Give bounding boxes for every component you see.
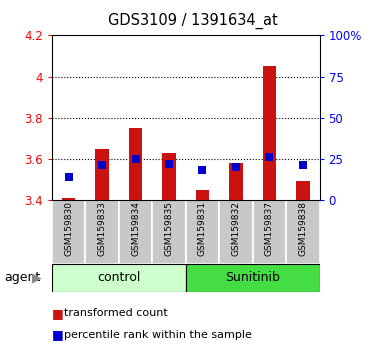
Text: GSM159831: GSM159831 bbox=[198, 201, 207, 256]
Point bbox=[99, 162, 105, 168]
Text: ■: ■ bbox=[52, 307, 64, 320]
Text: control: control bbox=[97, 272, 141, 284]
Point bbox=[132, 156, 139, 162]
Text: GSM159835: GSM159835 bbox=[164, 201, 174, 256]
Bar bbox=[162, 153, 176, 200]
Bar bbox=[219, 200, 253, 264]
Text: transformed count: transformed count bbox=[64, 308, 167, 318]
Point bbox=[266, 154, 273, 160]
Bar bbox=[286, 200, 320, 264]
Text: GDS3109 / 1391634_at: GDS3109 / 1391634_at bbox=[108, 12, 277, 29]
Text: percentile rank within the sample: percentile rank within the sample bbox=[64, 330, 251, 339]
Point bbox=[233, 164, 239, 170]
Bar bbox=[62, 198, 75, 200]
Bar bbox=[186, 200, 219, 264]
Text: agent: agent bbox=[4, 272, 40, 284]
Text: ▶: ▶ bbox=[32, 272, 41, 284]
Bar bbox=[152, 200, 186, 264]
Bar bbox=[253, 200, 286, 264]
Point bbox=[65, 174, 72, 180]
Bar bbox=[52, 200, 85, 264]
Text: GSM159832: GSM159832 bbox=[231, 201, 241, 256]
Bar bbox=[85, 200, 119, 264]
Bar bbox=[52, 264, 186, 292]
Text: GSM159833: GSM159833 bbox=[98, 201, 107, 256]
Bar bbox=[296, 182, 310, 200]
Text: GSM159837: GSM159837 bbox=[265, 201, 274, 256]
Bar bbox=[229, 163, 243, 200]
Point bbox=[166, 161, 172, 167]
Text: GSM159834: GSM159834 bbox=[131, 201, 140, 256]
Bar bbox=[196, 190, 209, 200]
Bar bbox=[119, 200, 152, 264]
Bar bbox=[129, 128, 142, 200]
Text: ■: ■ bbox=[52, 328, 64, 341]
Text: Sunitinib: Sunitinib bbox=[225, 272, 280, 284]
Bar bbox=[186, 264, 320, 292]
Point bbox=[300, 162, 306, 168]
Text: GSM159838: GSM159838 bbox=[298, 201, 307, 256]
Point bbox=[199, 167, 206, 173]
Bar bbox=[95, 149, 109, 200]
Bar bbox=[263, 66, 276, 200]
Text: GSM159830: GSM159830 bbox=[64, 201, 73, 256]
